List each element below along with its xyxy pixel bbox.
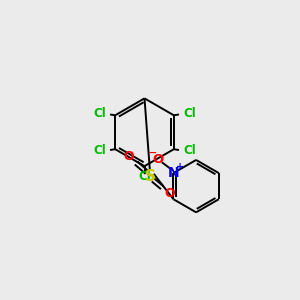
Text: −: − — [148, 148, 157, 158]
Text: N: N — [168, 166, 179, 180]
Text: S: S — [144, 169, 155, 184]
Text: Cl: Cl — [93, 107, 106, 120]
Text: Cl: Cl — [138, 170, 151, 183]
Text: +: + — [176, 162, 184, 172]
Text: Cl: Cl — [93, 144, 106, 157]
Text: O: O — [123, 150, 134, 164]
Text: O: O — [152, 153, 164, 166]
Text: O: O — [165, 187, 175, 200]
Text: Cl: Cl — [183, 144, 196, 157]
Text: Cl: Cl — [183, 107, 196, 120]
